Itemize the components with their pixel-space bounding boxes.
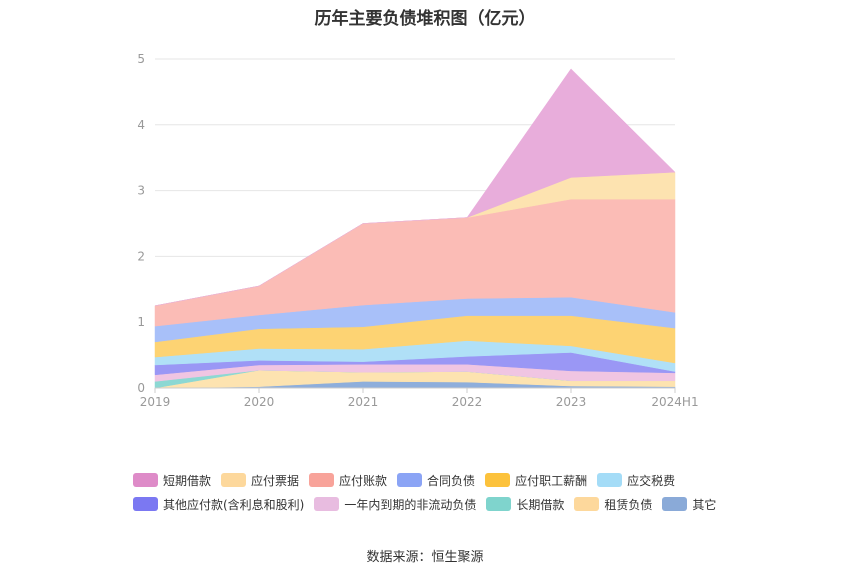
legend-swatch — [574, 497, 600, 511]
y-tick-label: 4 — [137, 118, 145, 132]
x-tick-label: 2022 — [452, 395, 483, 409]
legend-label: 其它 — [692, 497, 717, 512]
legend-swatch — [133, 497, 158, 511]
legend-label: 其他应付款(含利息和股利) — [163, 497, 305, 512]
x-tick-label: 2024H1 — [651, 395, 698, 409]
legend-label: 应付账款 — [339, 473, 388, 488]
legend-item[interactable]: 应付账款 — [309, 471, 387, 489]
y-tick-label: 2 — [137, 249, 145, 263]
legend-label: 应付票据 — [251, 473, 300, 488]
legend-label: 应交税费 — [627, 473, 676, 488]
legend-swatch — [597, 473, 623, 487]
legend-swatch — [309, 473, 335, 487]
legend-item[interactable]: 应付票据 — [221, 471, 299, 489]
legend-item[interactable]: 一年内到期的非流动负债 — [314, 495, 476, 513]
legend-swatch — [485, 473, 511, 487]
axes: 0 1 2 3 4 5 2019 2020 2021 2022 2023 2024H1 — [137, 52, 698, 409]
x-tick-label: 2021 — [348, 395, 379, 409]
legend-label: 合同负债 — [427, 473, 476, 488]
y-tick-label: 0 — [137, 381, 145, 395]
legend-swatch — [221, 473, 247, 487]
legend-label: 租赁负债 — [604, 497, 653, 512]
legend-item[interactable]: 租赁负债 — [574, 495, 652, 513]
legend-label: 一年内到期的非流动负债 — [344, 497, 477, 512]
legend-label: 应付职工薪酬 — [515, 473, 588, 488]
legend: 短期借款 应付票据 应付账款 合同负债 应付职工薪酬 应交税费其他应付款(含利息和股利) 一… — [133, 471, 733, 513]
legend-item[interactable]: 长期借款 — [486, 495, 564, 513]
legend-item[interactable]: 应付职工薪酬 — [485, 471, 587, 489]
y-tick-label: 3 — [137, 184, 145, 198]
y-tick-label: 1 — [137, 315, 145, 329]
x-tick-label: 2020 — [244, 395, 275, 409]
y-tick-label: 5 — [137, 52, 145, 66]
legend-label: 短期借款 — [163, 473, 212, 488]
legend-swatch — [133, 473, 158, 487]
legend-item[interactable]: 合同负债 — [397, 471, 475, 489]
legend-swatch — [662, 497, 688, 511]
legend-label: 长期借款 — [516, 497, 565, 512]
chart-title: 历年主要负债堆积图（亿元） — [314, 9, 536, 29]
chart-plot: 0 1 2 3 4 5 2019 2020 2021 2022 2023 2024H1 — [137, 52, 698, 409]
legend-item[interactable]: 短期借款 — [133, 471, 211, 489]
area-短期借款 — [154, 68, 676, 306]
legend-item[interactable]: 应交税费 — [597, 471, 675, 489]
legend-item[interactable]: 其他应付款(含利息和股利) — [133, 495, 304, 513]
legend-swatch — [397, 473, 423, 487]
x-tick-label: 2019 — [140, 395, 171, 409]
legend-swatch — [486, 497, 512, 511]
area-series — [154, 68, 676, 389]
data-source: 数据来源：恒生聚源 — [366, 550, 484, 565]
legend-swatch — [314, 497, 340, 511]
legend-item[interactable]: 其它 — [662, 495, 716, 513]
x-tick-label: 2023 — [556, 395, 587, 409]
